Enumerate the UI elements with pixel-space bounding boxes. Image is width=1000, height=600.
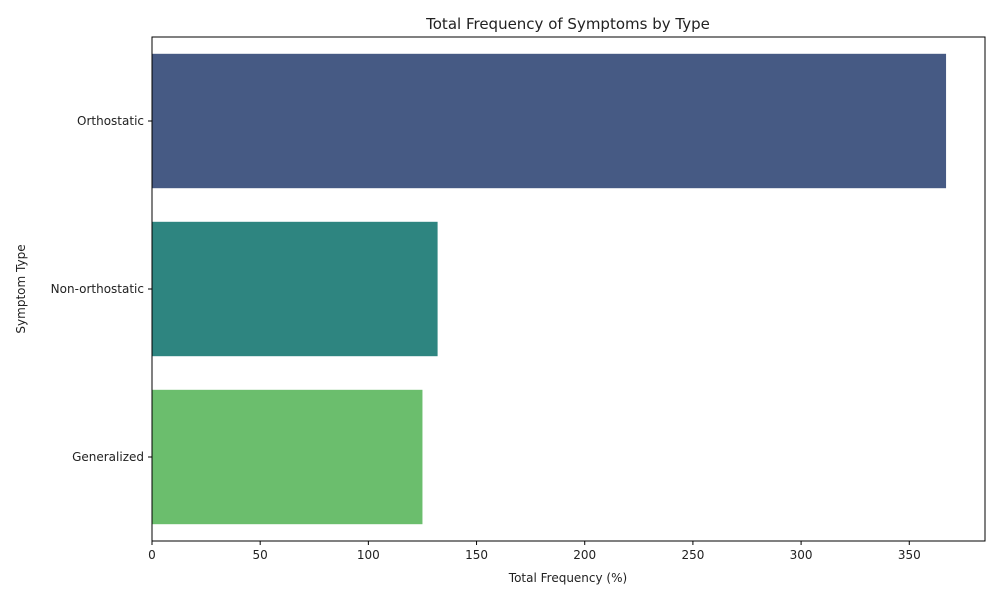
chart-title: Total Frequency of Symptoms by Type (425, 15, 710, 33)
y-axis-ticks: Orthostatic Non-orthostatic Generalized (51, 114, 152, 464)
x-tick-label: 100 (357, 548, 380, 562)
x-tick-label: 350 (898, 548, 921, 562)
bar-orthostatic (152, 53, 947, 189)
x-tick-label: 250 (681, 548, 704, 562)
bar-generalized (152, 389, 423, 525)
x-axis-ticks: 0 50 100 150 200 250 300 350 (148, 541, 921, 562)
x-tick-label: 50 (253, 548, 268, 562)
bar-non-orthostatic (152, 221, 438, 357)
y-tick-label: Generalized (72, 450, 144, 464)
x-tick-label: 150 (465, 548, 488, 562)
plot-frame (151, 36, 986, 542)
y-tick-label: Orthostatic (77, 114, 144, 128)
x-tick-label: 0 (148, 548, 156, 562)
x-tick-label: 200 (573, 548, 596, 562)
x-axis-label: Total Frequency (%) (508, 571, 627, 585)
x-tick-label: 300 (790, 548, 813, 562)
y-tick-label: Non-orthostatic (51, 282, 144, 296)
y-axis-label: Symptom Type (14, 244, 28, 333)
bars-group (152, 53, 947, 525)
